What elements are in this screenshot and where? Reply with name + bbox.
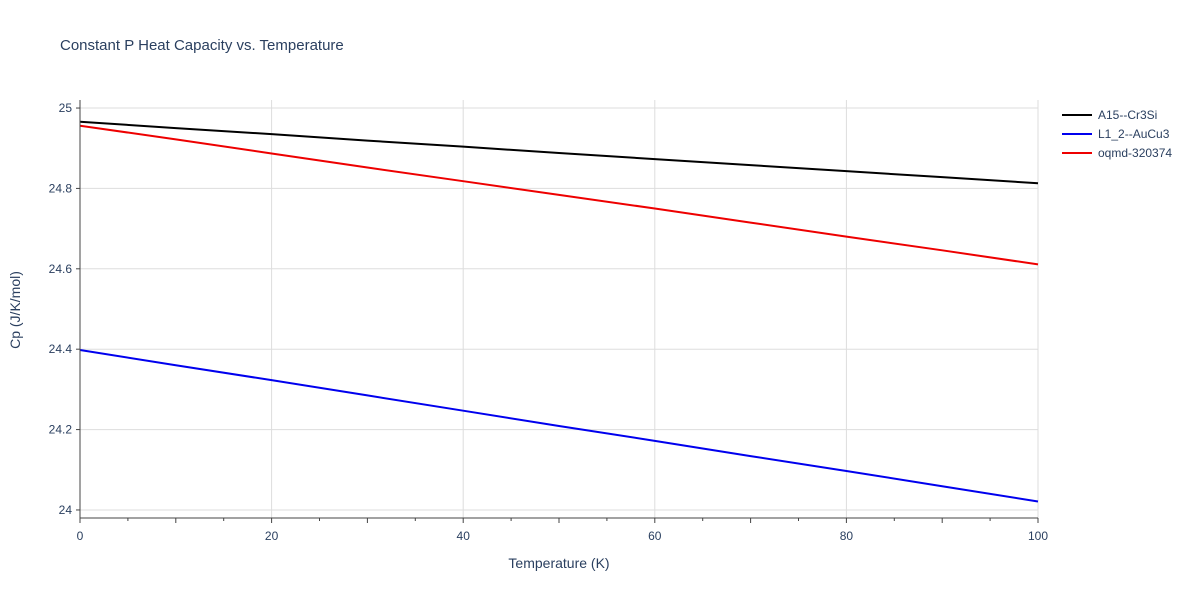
series-line-oqmd-320374	[79, 124, 1039, 266]
y-tick-label: 24.8	[49, 181, 73, 195]
series-line-a15-cr3si	[79, 120, 1039, 185]
y-axis-title: Cp (J/K/mol)	[7, 271, 23, 349]
x-tick-label: 40	[457, 529, 471, 543]
y-tick-label: 24.4	[49, 342, 73, 356]
legend-label: oqmd-320374	[1098, 146, 1172, 160]
x-axis-title: Temperature (K)	[508, 555, 609, 571]
y-tick-label: 24	[59, 503, 73, 517]
legend-label: L1_2--AuCu3	[1098, 127, 1170, 141]
y-tick-label: 24.6	[49, 262, 73, 276]
chart-title: Constant P Heat Capacity vs. Temperature	[60, 37, 344, 54]
series-lines	[79, 120, 1039, 503]
axes	[76, 100, 1039, 523]
x-tick-label: 60	[648, 529, 662, 543]
x-tick-label: 20	[265, 529, 279, 543]
gridlines	[80, 100, 1039, 518]
series-line-l1-2-aucu3	[79, 349, 1039, 503]
x-tick-label: 100	[1028, 529, 1048, 543]
tick-labels: 0 20 40 60 80 100 24 24.2 24.4 24.6 24.8 25	[49, 101, 1049, 543]
legend-label: A15--Cr3Si	[1098, 108, 1157, 122]
y-tick-label: 25	[59, 101, 73, 115]
x-tick-label: 80	[840, 529, 854, 543]
y-tick-label: 24.2	[49, 423, 73, 437]
legend: A15--Cr3Si L1_2--AuCu3 oqmd-320374	[1062, 108, 1172, 160]
x-tick-label: 0	[77, 529, 84, 543]
